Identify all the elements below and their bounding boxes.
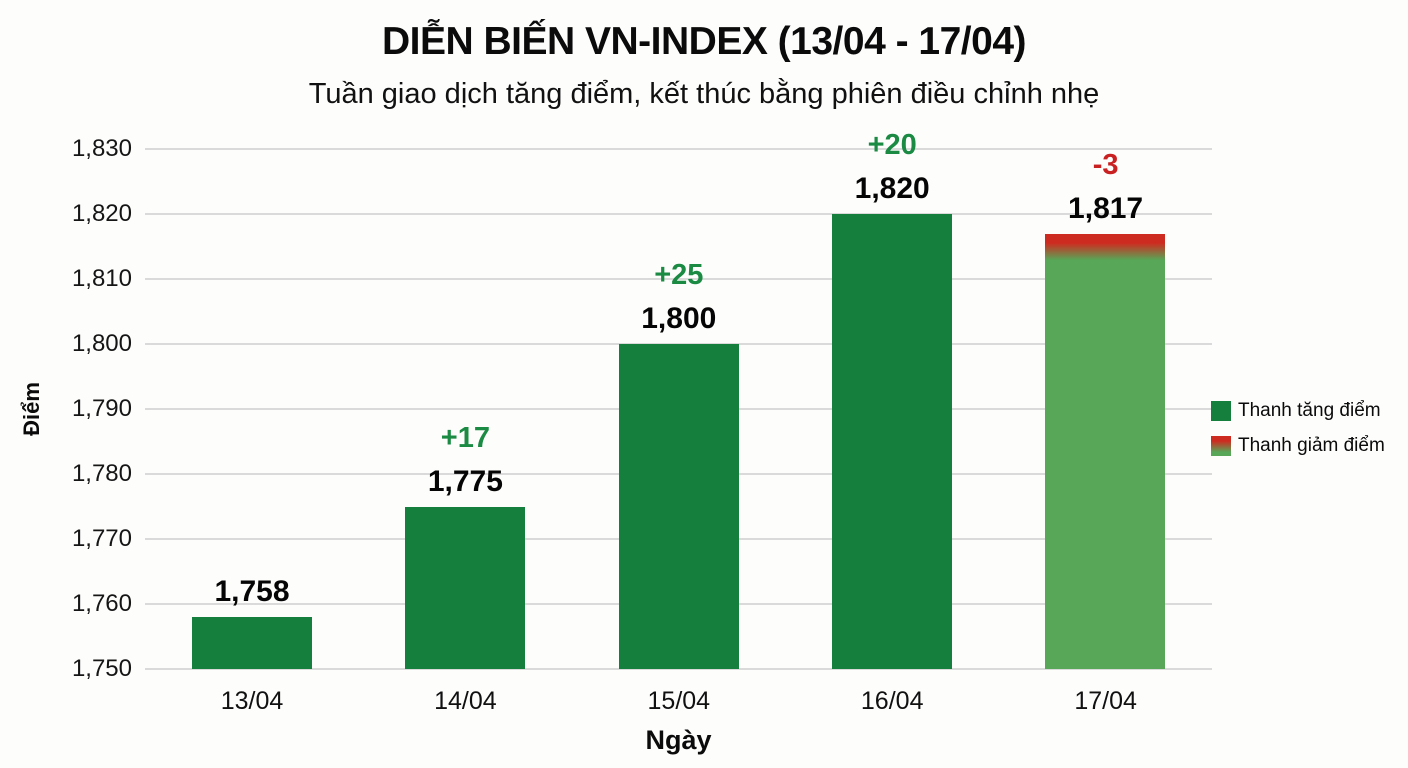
legend-swatch-up-icon bbox=[1211, 401, 1231, 421]
bar-value-label: 1,758 bbox=[214, 575, 290, 608]
y-tick-label: 1,790 bbox=[71, 395, 132, 422]
gridline bbox=[145, 668, 1212, 670]
bar-change-label: -3 bbox=[1092, 148, 1119, 181]
y-tick-label: 1,750 bbox=[71, 655, 132, 682]
legend-label: Thanh giảm điểm bbox=[1238, 435, 1385, 456]
y-tick-label: 1,830 bbox=[71, 135, 132, 162]
bar-14/04 bbox=[405, 506, 526, 669]
x-tick-label: 15/04 bbox=[647, 687, 711, 715]
y-tick-label: 1,800 bbox=[71, 330, 132, 357]
bar-16/04 bbox=[831, 214, 952, 669]
bar-value-label: 1,820 bbox=[854, 172, 930, 205]
y-tick-label: 1,780 bbox=[71, 460, 132, 487]
y-tick-label: 1,770 bbox=[71, 525, 132, 552]
chart-subtitle: Tuần giao dịch tăng điểm, kết thúc bằng … bbox=[308, 78, 1100, 110]
gridline bbox=[145, 278, 1212, 280]
gridline bbox=[145, 148, 1212, 150]
bar-value-label: 1,817 bbox=[1068, 191, 1144, 225]
legend-swatch-down-icon bbox=[1211, 436, 1231, 456]
y-tick-label: 1,820 bbox=[71, 200, 132, 227]
legend: Thanh tăng điểm Thanh giảm điểm bbox=[1211, 400, 1385, 470]
chart-title: DIỄN BIẾN VN-INDEX (13/04 - 17/04) bbox=[381, 20, 1027, 63]
bar-change-label: +20 bbox=[867, 129, 917, 161]
x-tick-label: 14/04 bbox=[434, 687, 497, 715]
bar-value-label: 1,775 bbox=[427, 464, 503, 498]
x-tick-label: 17/04 bbox=[1074, 687, 1137, 715]
bar-15/04 bbox=[618, 344, 739, 669]
gridline bbox=[145, 213, 1212, 215]
x-tick-label: 13/04 bbox=[220, 687, 284, 715]
bar-change-label: +17 bbox=[440, 421, 490, 454]
legend-item: Thanh tăng điểm bbox=[1211, 400, 1385, 422]
x-tick-label: 16/04 bbox=[860, 687, 924, 715]
x-axis-title: Ngày bbox=[645, 725, 712, 755]
bar-value-label: 1,800 bbox=[641, 302, 717, 335]
bar-13/04 bbox=[191, 617, 312, 669]
legend-item: Thanh giảm điểm bbox=[1211, 435, 1385, 457]
bar-17/04 bbox=[1045, 233, 1166, 669]
plot-area: 1,758 13/04 1,775 +17 14/04 1,800 +25 15/04 1,82… bbox=[145, 129, 1212, 715]
y-tick-label: 1,760 bbox=[71, 590, 132, 617]
y-tick-label: 1,810 bbox=[71, 265, 132, 292]
legend-label: Thanh tăng điểm bbox=[1238, 400, 1381, 421]
bar-change-label: +25 bbox=[654, 259, 704, 291]
y-axis-tick-labels: 1,750 1,760 1,770 1,780 1,790 1,800 1,810 1,820… bbox=[36, 135, 132, 682]
